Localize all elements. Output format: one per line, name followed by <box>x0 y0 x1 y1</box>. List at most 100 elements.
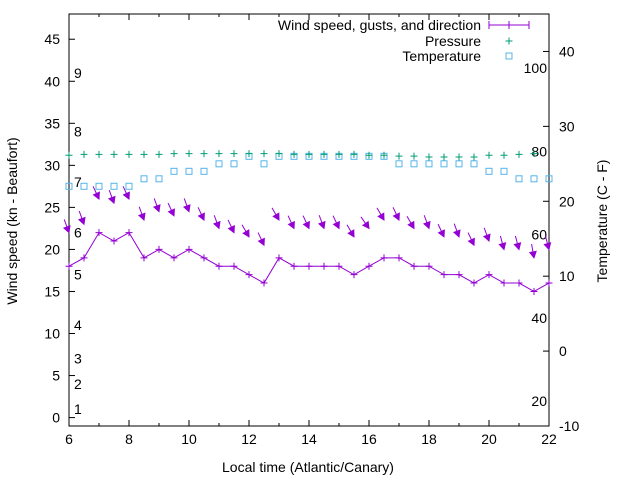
wind-speed-point <box>545 279 553 287</box>
pressure-point <box>110 150 118 158</box>
gust-arrow-head <box>197 212 205 221</box>
wind-speed-point <box>530 287 538 295</box>
gust-arrow-head <box>227 225 235 234</box>
gust-arrow <box>437 223 445 238</box>
pressure-point <box>500 151 508 159</box>
y-tick-label: 25 <box>44 199 60 215</box>
x-tick-label: 6 <box>65 431 73 447</box>
temperature-point <box>110 182 118 190</box>
temperature-point <box>425 160 433 168</box>
gust-arrow-head <box>272 212 280 221</box>
wind-speed-point <box>125 229 133 237</box>
temperature-point <box>485 167 493 175</box>
legend-sample-temperature <box>505 52 513 60</box>
wind-speed-point <box>380 254 388 262</box>
beaufort-label: 1 <box>74 401 82 417</box>
temperature-point <box>140 175 148 183</box>
wind-speed-point <box>245 271 253 279</box>
temperature-point <box>65 182 73 190</box>
pressure-point <box>65 151 73 159</box>
gust-arrow <box>92 186 100 200</box>
wind-speed-point <box>200 254 208 262</box>
gust-arrow-head <box>317 220 326 230</box>
wind-speed-point <box>215 262 223 270</box>
wind-speed-point <box>455 271 463 279</box>
beaufort-label: 2 <box>74 376 82 392</box>
y-tick-label: 40 <box>44 73 60 89</box>
gust-arrow-head <box>122 191 130 200</box>
pressure-point <box>260 150 268 158</box>
wind-speed-point <box>110 237 118 245</box>
y2-tick-label: 0 <box>559 343 567 359</box>
gust-arrow-head <box>182 204 191 213</box>
pressure-point <box>335 150 343 158</box>
gust-arrow-head <box>498 242 507 251</box>
gust-arrow <box>332 215 340 230</box>
gust-arrow-head <box>392 212 400 221</box>
gust-arrow-head <box>107 195 116 205</box>
wind-speed-point <box>305 262 313 270</box>
x-axis-label: Local time (Atlantic/Canary) <box>222 459 394 475</box>
gust-arrow-head <box>407 220 415 230</box>
pressure-point <box>140 150 148 158</box>
pressure-point <box>305 150 313 158</box>
gust-arrow <box>77 210 86 226</box>
pressure-point <box>365 151 373 159</box>
gust-arrow-head <box>437 229 445 238</box>
y-axis-label: Wind speed (kn - Beaufort) <box>4 137 20 304</box>
pressure-point <box>95 150 103 158</box>
gust-arrow <box>271 207 280 221</box>
temperature-point <box>260 160 268 168</box>
y-tick-label: 10 <box>44 326 60 342</box>
x-tick-label: 12 <box>241 431 257 447</box>
wind-speed-point <box>80 254 88 262</box>
x-tick-label: 20 <box>481 431 497 447</box>
gust-arrow-head <box>302 220 310 230</box>
gust-arrow <box>182 198 191 213</box>
pressure-point <box>215 150 223 158</box>
pressure-point <box>245 150 253 158</box>
pressure-point <box>230 150 238 158</box>
wind-speed-point <box>515 279 523 287</box>
plot-frame <box>68 13 550 427</box>
gust-arrow <box>452 223 461 238</box>
temperature-point <box>530 175 538 183</box>
gust-arrow <box>107 189 116 205</box>
gust-arrow-head <box>242 229 250 238</box>
fahrenheit-label: 80 <box>531 143 547 159</box>
beaufort-label: 4 <box>74 317 82 333</box>
wind-speed-point <box>65 262 73 270</box>
gust-arrow <box>498 235 507 251</box>
gust-arrow-head <box>332 220 340 230</box>
x-tick-label: 10 <box>181 431 197 447</box>
temperature-point <box>515 175 523 183</box>
gust-arrow-head <box>467 237 475 247</box>
y2-tick-label: 30 <box>559 118 575 134</box>
wind-speed-point <box>320 262 328 270</box>
gust-arrow <box>62 219 71 234</box>
beaufort-label: 8 <box>74 124 82 140</box>
gust-arrow <box>302 215 310 230</box>
beaufort-label: 3 <box>74 351 82 367</box>
gust-arrow-head <box>167 208 175 217</box>
legend-label-temperature: Temperature <box>402 48 481 64</box>
fahrenheit-label: 20 <box>531 393 547 409</box>
gust-arrow-head <box>543 242 552 251</box>
temperature-point <box>155 175 163 183</box>
y2-axis-label: Temperature (C - F) <box>594 160 610 283</box>
gust-arrow <box>152 198 161 213</box>
wind-speed-point <box>350 271 358 279</box>
gust-arrow-head <box>287 220 295 230</box>
gust-arrow-head <box>77 216 86 226</box>
pressure-point <box>290 150 298 158</box>
y-tick-label: 35 <box>44 115 60 131</box>
gust-arrow <box>376 207 385 221</box>
gust-arrow-head <box>422 220 431 230</box>
gust-arrow-head <box>361 220 370 230</box>
fahrenheit-label: 100 <box>524 60 548 76</box>
gust-arrow <box>287 215 295 230</box>
beaufort-label: 5 <box>74 267 82 283</box>
gust-arrow <box>227 219 235 234</box>
gust-arrow-head <box>137 212 146 221</box>
wind-speed-point <box>425 262 433 270</box>
